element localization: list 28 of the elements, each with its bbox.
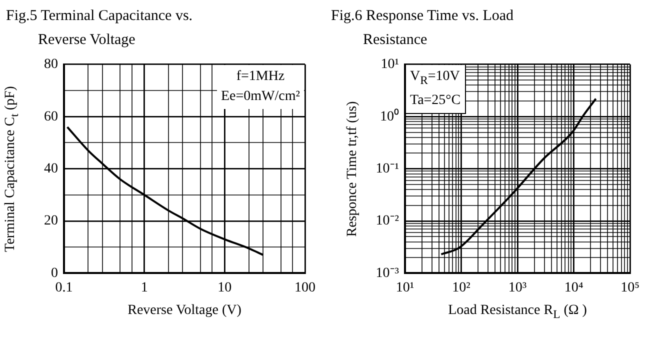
x-axis-title: Load Resistance R$_{L}$ (Ω ): [448, 303, 587, 321]
x-tick-label: 0.1: [55, 280, 73, 296]
x-tick-label: 10⁵: [620, 280, 640, 296]
y-tick-label: 10⁰: [380, 108, 399, 124]
y-axis-title: Responce Time tr,tf (us): [345, 101, 361, 237]
y-tick-label: 10⁻¹: [376, 161, 399, 176]
x-tick-label: 10⁴: [564, 280, 584, 296]
x-axis-title: Reverse Voltage (V): [128, 303, 242, 320]
x-tick-label: 10²: [452, 280, 470, 296]
y-tick-label: 10¹: [380, 57, 399, 72]
annotation: Ta=25°C: [410, 92, 461, 110]
annotation: Ee=0mW/cm²: [221, 88, 300, 106]
y-tick-label: 80: [44, 57, 58, 72]
x-tick-label: 1: [140, 280, 148, 296]
y-tick-label: 10⁻²: [376, 214, 399, 229]
x-tick-label: 10¹: [396, 280, 414, 296]
x-tick-label: 100: [294, 280, 316, 296]
y-tick-label: 0: [51, 266, 58, 281]
x-tick-label: 10: [218, 280, 232, 296]
y-tick-label: 10⁻³: [376, 266, 399, 281]
y-tick-label: 40: [44, 161, 58, 176]
x-tick-label: 10³: [508, 280, 527, 296]
y-tick-label: 60: [44, 109, 58, 124]
annotation: V$_{R}$=10V: [410, 68, 461, 90]
y-tick-label: 20: [44, 214, 58, 229]
chart-title: Fig.6 Response Time vs. Load Resistance: [331, 7, 515, 50]
chart-title: Fig.5 Terminal Capacitance vs. Reverse Voltage: [6, 7, 194, 50]
annotation: f=1MHz: [235, 68, 286, 86]
